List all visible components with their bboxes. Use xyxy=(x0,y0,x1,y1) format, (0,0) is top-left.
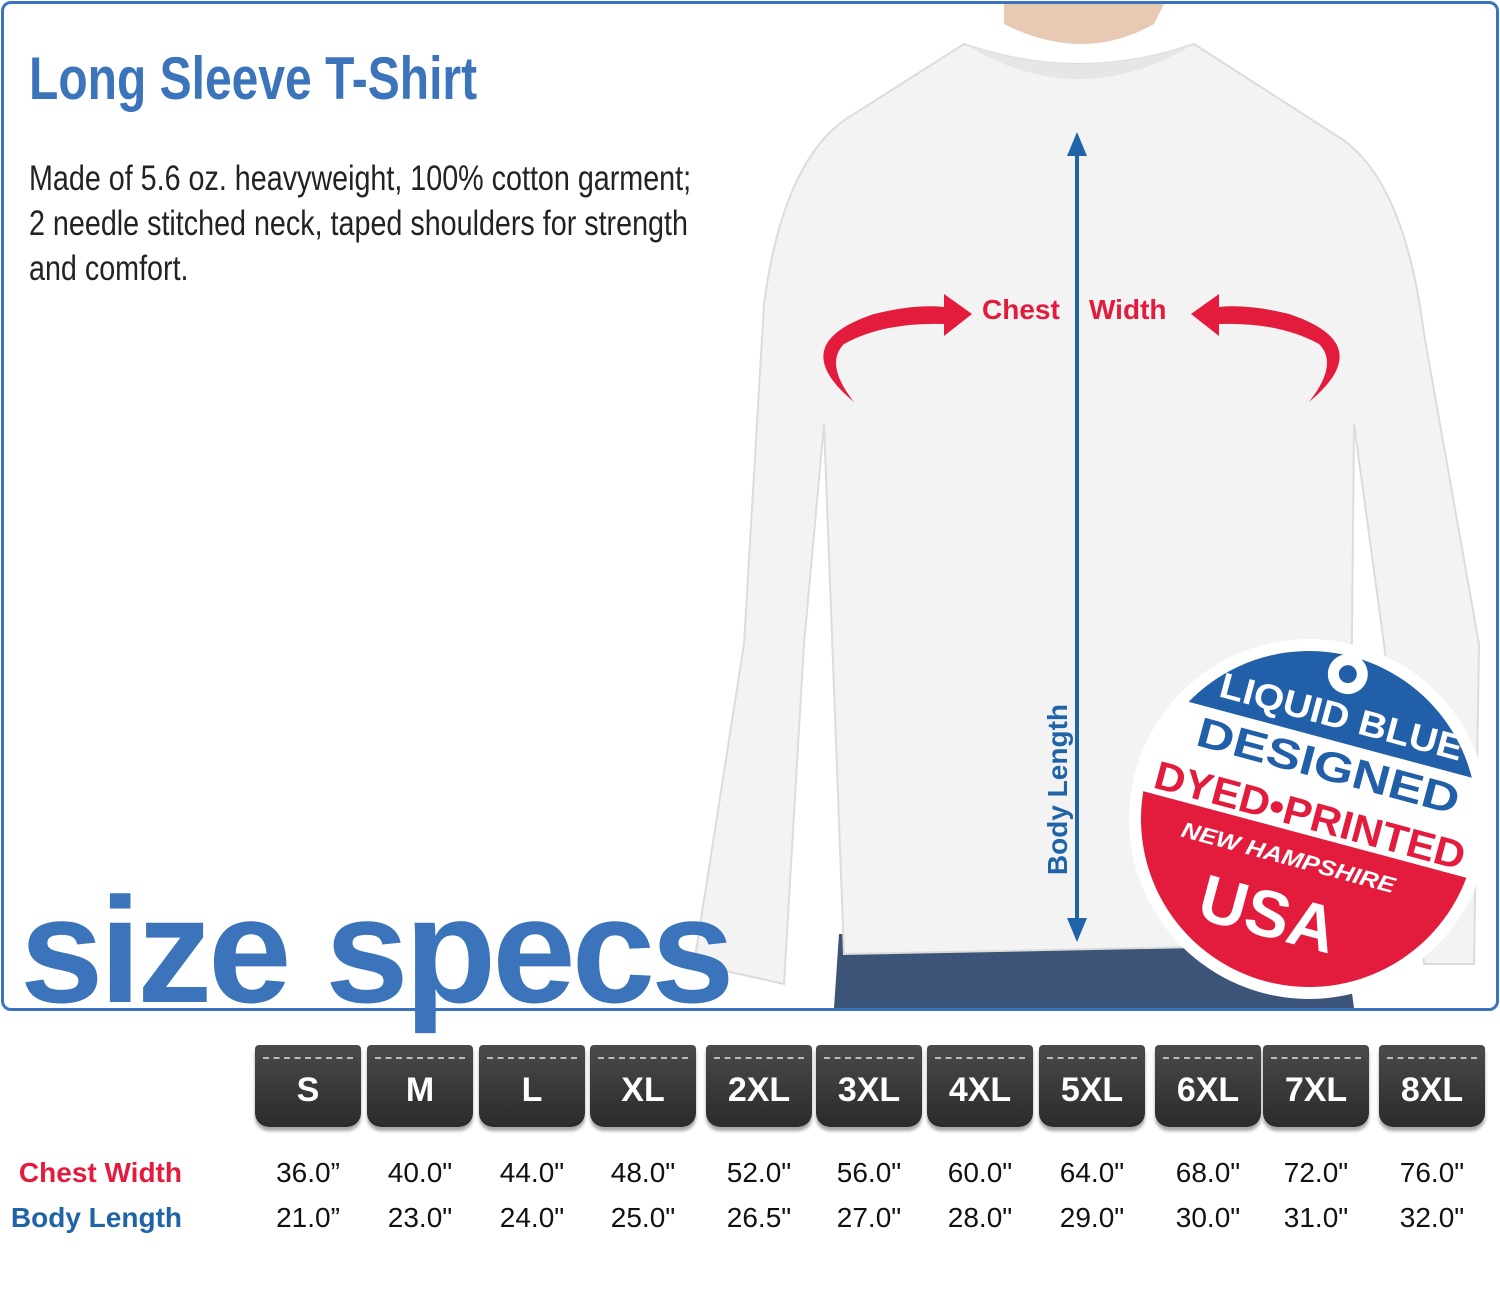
arrow-up-icon xyxy=(1067,132,1087,156)
size-tag-label: S xyxy=(296,1071,320,1109)
chest-width-value: 56.0" xyxy=(836,1157,902,1188)
chest-width-value: 60.0" xyxy=(947,1157,1013,1188)
size-tag-label: 5XL xyxy=(1060,1071,1124,1109)
size-tag-xl: XL xyxy=(590,1045,696,1127)
size-tag-2xl: 2XL xyxy=(706,1045,812,1127)
description-line: Made of 5.6 oz. heavyweight, 100% cotton… xyxy=(29,159,692,198)
body-length-value: 25.0" xyxy=(610,1202,676,1233)
body-length-value: 29.0" xyxy=(1059,1202,1125,1233)
size-tag-label: 6XL xyxy=(1176,1071,1240,1109)
body-length-value: 23.0" xyxy=(387,1202,453,1233)
chest-width-value: 36.0” xyxy=(276,1157,340,1188)
arrow-down-icon xyxy=(1067,918,1087,942)
size-specs-heading: size specs xyxy=(20,866,735,1034)
chest-width-value: 48.0" xyxy=(610,1157,676,1188)
liquid-blue-badge: LIQUID BLUE DESIGNED DYED•PRINTED NEW HA… xyxy=(1114,629,1496,1008)
body-length-value: 26.5" xyxy=(726,1202,792,1233)
measurement-arrows xyxy=(823,132,1340,942)
size-tag-label: 7XL xyxy=(1284,1071,1348,1109)
product-description: Made of 5.6 oz. heavyweight, 100% cotton… xyxy=(29,156,691,291)
chest-width-value: 52.0" xyxy=(726,1157,792,1188)
chest-width-row-label: Chest Width xyxy=(18,1157,182,1188)
size-tag-label: M xyxy=(405,1071,435,1109)
size-tag-label: 8XL xyxy=(1400,1071,1464,1109)
size-tag-7xl: 7XL xyxy=(1263,1045,1369,1127)
chest-width-value: 64.0" xyxy=(1059,1157,1125,1188)
chest-width-value: 72.0" xyxy=(1283,1157,1349,1188)
size-tag-6xl: 6XL xyxy=(1155,1045,1261,1127)
size-tag-m: M xyxy=(367,1045,473,1127)
size-tag-4xl: 4XL xyxy=(927,1045,1033,1127)
description-line: and comfort. xyxy=(29,249,189,288)
chest-width-value: 40.0" xyxy=(387,1157,453,1188)
size-tags: S M L XL 2XL 3XL 4XL 5XL 6XL 7XL 8XL xyxy=(0,1045,1500,1135)
chest-width-value: 44.0" xyxy=(499,1157,565,1188)
size-tag-l: L xyxy=(479,1045,585,1127)
body-length-row-label: Body Length xyxy=(10,1202,182,1233)
size-tag-s: S xyxy=(255,1045,361,1127)
size-tag-label: 2XL xyxy=(727,1071,791,1109)
size-tag-8xl: 8XL xyxy=(1379,1045,1485,1127)
size-tag-label: XL xyxy=(621,1071,665,1109)
chest-arrow-left-icon xyxy=(823,294,972,402)
size-tag-3xl: 3XL xyxy=(816,1045,922,1127)
size-tag-label: 4XL xyxy=(948,1071,1012,1109)
chest-width-value: 68.0" xyxy=(1175,1157,1241,1188)
body-length-value: 31.0" xyxy=(1283,1202,1349,1233)
product-panel: Long Sleeve T-Shirt Made of 5.6 oz. heav… xyxy=(1,1,1499,1011)
body-length-value: 28.0" xyxy=(947,1202,1013,1233)
width-label: Width xyxy=(1089,294,1167,325)
body-length-value: 27.0" xyxy=(836,1202,902,1233)
chest-label: Chest xyxy=(982,294,1060,325)
chest-width-value: 76.0" xyxy=(1399,1157,1465,1188)
body-length-value: 24.0" xyxy=(499,1202,565,1233)
body-length-value: 32.0" xyxy=(1399,1202,1465,1233)
badge-logo-icon xyxy=(1327,654,1368,695)
page-title: Long Sleeve T-Shirt xyxy=(29,45,478,112)
body-length-value: 30.0" xyxy=(1175,1202,1241,1233)
body-length-label: Body Length xyxy=(1042,704,1073,876)
description-line: 2 needle stitched neck, taped shoulders … xyxy=(29,204,688,243)
size-tag-label: 3XL xyxy=(837,1071,901,1109)
chest-arrow-right-icon xyxy=(1191,294,1340,402)
size-tag-label: L xyxy=(521,1071,543,1109)
size-tag-5xl: 5XL xyxy=(1039,1045,1145,1127)
body-length-value: 21.0” xyxy=(276,1202,340,1233)
